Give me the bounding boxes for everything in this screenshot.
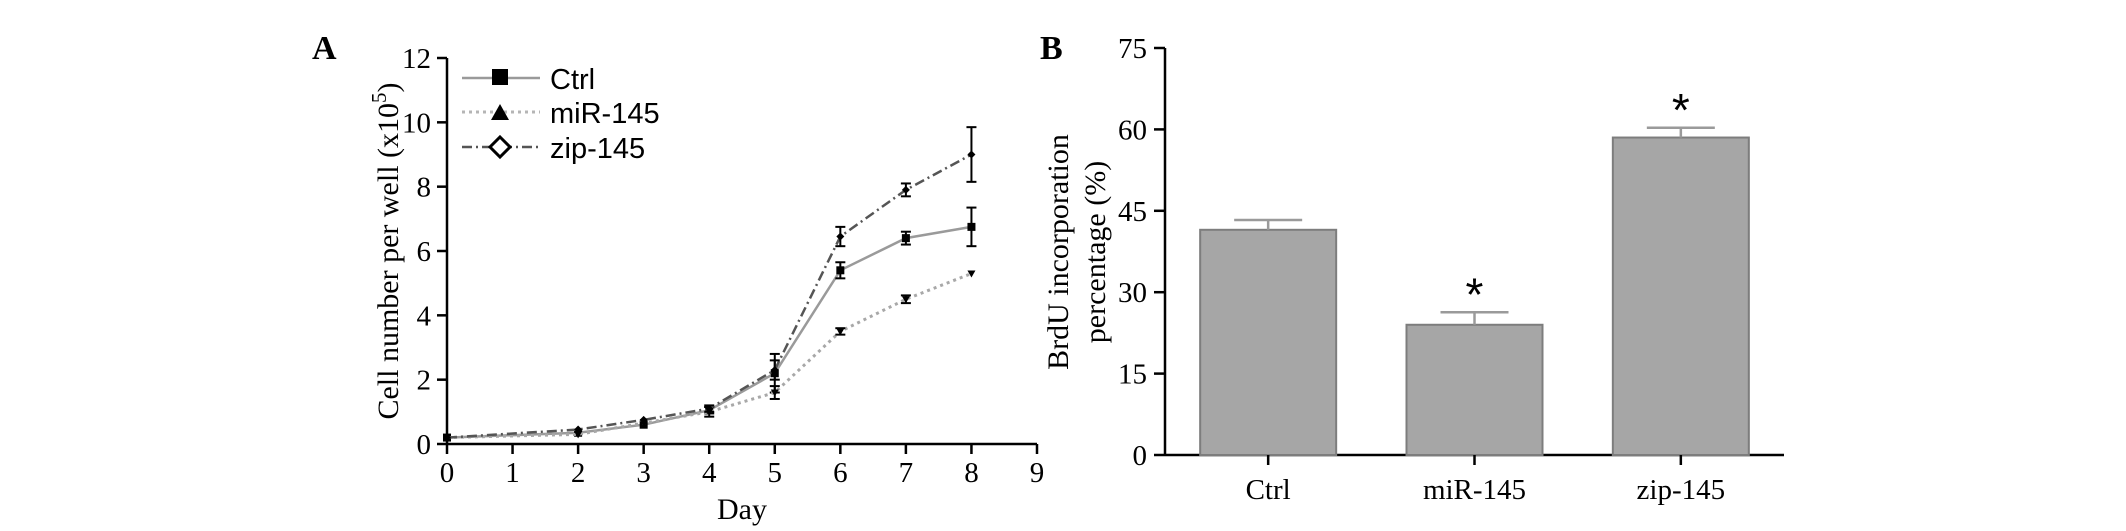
data-point (574, 431, 583, 439)
data-point (443, 433, 451, 442)
x-tick-label: 5 (768, 457, 783, 489)
x-tick-label-zip145: zip-145 (1637, 474, 1726, 506)
y-label-line1: BrdU incorporation (1042, 134, 1075, 370)
x-tick-label: 1 (505, 457, 520, 489)
panel-a-series (443, 126, 977, 442)
data-point (901, 185, 910, 194)
significance-marker-mir145: * (1466, 268, 1484, 320)
x-tick-label-mir145: miR-145 (1423, 474, 1526, 506)
panel-b: B 0 15 30 45 60 75 Ctrl miR-145 * zip-145 * BrdU … (1040, 30, 1784, 506)
x-tick-label: 6 (833, 457, 848, 489)
y-label-main: Cell number per well (x10 (372, 103, 405, 420)
data-point (574, 425, 583, 434)
legend-zip145-label: zip-145 (550, 133, 645, 165)
panel-b-letter: B (1040, 30, 1063, 67)
panel-a-y-axis-label: Cell number per well (x105) (367, 82, 405, 419)
legend-ctrl-label: Ctrl (550, 64, 595, 96)
data-point (967, 150, 976, 159)
panel-a-x-ticks: 0 1 2 3 4 5 6 7 8 9 (440, 444, 1045, 489)
series-mir145 (443, 270, 976, 442)
panel-b-y-axis-label: BrdU incorporation percentage (%) (1042, 134, 1112, 370)
legend-mir145-marker (491, 104, 509, 120)
y-tick-label: 15 (1118, 359, 1147, 391)
y-label-close: ) (372, 82, 405, 92)
data-point (836, 266, 845, 275)
y-tick-label: 12 (402, 43, 431, 75)
data-point (836, 328, 845, 336)
y-tick-label: 10 (402, 107, 431, 139)
x-tick-label-ctrl: Ctrl (1246, 474, 1291, 506)
x-tick-label: 9 (1030, 457, 1045, 489)
legend-zip145-marker (487, 134, 513, 160)
data-point (639, 415, 648, 424)
x-tick-label: 8 (964, 457, 979, 489)
data-point (836, 232, 845, 241)
y-tick-label: 0 (417, 429, 432, 461)
x-tick-label: 4 (702, 457, 717, 489)
series-line-zip145 (446, 153, 973, 439)
data-point (901, 234, 910, 243)
series-zip145 (443, 126, 977, 442)
y-tick-label: 75 (1118, 33, 1147, 65)
bar-mir145 (1405, 323, 1544, 457)
data-point (967, 270, 976, 278)
legend-mir145-label: miR-145 (550, 98, 660, 130)
y-label-line2: percentage (%) (1079, 161, 1112, 343)
data-point (967, 222, 976, 231)
y-tick-label: 4 (417, 300, 432, 332)
significance-marker-zip145: * (1672, 84, 1690, 136)
y-tick-label: 2 (417, 365, 432, 397)
y-tick-label: 0 (1133, 440, 1148, 472)
y-tick-label: 6 (417, 236, 432, 268)
panel-b-bars: Ctrl miR-145 * zip-145 * (1199, 84, 1750, 506)
x-tick-label: 3 (636, 457, 651, 489)
data-point (901, 296, 910, 304)
bar-ctrl (1199, 228, 1338, 456)
bar-zip145 (1611, 136, 1750, 456)
x-tick-label: 2 (571, 457, 586, 489)
panel-a-x-axis-label: Day (717, 493, 767, 526)
x-tick-label: 7 (899, 457, 914, 489)
panel-a-legend: Ctrl miR-145 zip-145 (462, 64, 660, 165)
y-tick-label: 30 (1118, 277, 1147, 309)
panel-a-letter: A (312, 30, 337, 67)
x-tick-label: 0 (440, 457, 455, 489)
data-point (705, 404, 714, 413)
data-point (770, 366, 779, 375)
y-label-exponent: 5 (367, 92, 391, 103)
legend-ctrl-marker (492, 69, 508, 85)
y-tick-label: 60 (1118, 114, 1147, 146)
data-point (770, 389, 779, 397)
series-line-mir145 (446, 272, 972, 440)
y-tick-label: 45 (1118, 196, 1147, 228)
panel-b-y-ticks: 0 15 30 45 60 75 (1118, 33, 1165, 472)
panel-a-y-ticks: 0 2 4 6 8 10 12 (402, 43, 447, 461)
y-tick-label: 8 (417, 172, 432, 204)
